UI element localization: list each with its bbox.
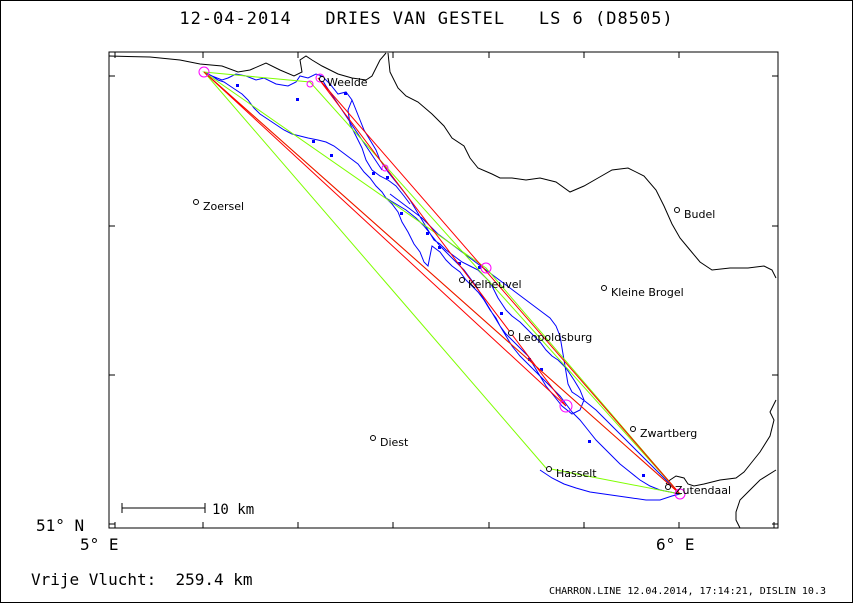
distance-value: 259.4 km <box>175 570 253 589</box>
place-dot-zwartberg <box>630 426 636 432</box>
optimized-route <box>202 71 682 495</box>
place-dot-diest <box>370 435 376 441</box>
place-label-kleine-brogel: Kleine Brogel <box>611 286 684 299</box>
place-dot-kleine-brogel <box>601 285 607 291</box>
place-label-weelde: Weelde <box>327 76 368 89</box>
turnpoint-leopoldsburg-south <box>559 399 573 413</box>
turnpoint-kelheuvel <box>480 262 492 274</box>
place-label-hasselt: Hasselt <box>556 467 597 480</box>
map-area-border <box>108 51 779 529</box>
turnpoint-start <box>198 66 210 78</box>
place-dot-weelde <box>319 76 325 82</box>
task-route <box>203 71 681 495</box>
distance-readout: Vrije Vlucht: 259.4 km <box>31 570 253 589</box>
turnpoint-mid <box>381 164 389 172</box>
turnpoint-zutendaal <box>674 488 686 500</box>
country-border <box>108 52 777 529</box>
footer-info: CHARRON.LINE 12.04.2014, 17:14:21, DISLI… <box>549 586 826 597</box>
distance-label: Vrije Vlucht: <box>31 570 157 589</box>
gps-track <box>203 71 681 501</box>
place-dot-hasselt <box>546 466 552 472</box>
scale-bar <box>121 503 206 513</box>
lat-axis-label: 51° N <box>36 516 84 535</box>
place-dot-budel <box>674 207 680 213</box>
place-dot-zoersel <box>193 199 199 205</box>
place-dot-kelheuvel <box>459 277 465 283</box>
scale-bar-label: 10 km <box>212 502 254 518</box>
axis-ticks <box>109 52 778 528</box>
lon-axis-label-5e: 5° E <box>80 535 119 554</box>
place-label-budel: Budel <box>684 208 715 221</box>
place-label-leopoldsburg: Leopoldsburg <box>518 331 592 344</box>
place-label-zwartberg: Zwartberg <box>640 427 697 440</box>
place-dot-leopoldsburg <box>508 330 514 336</box>
track-markers <box>236 84 645 477</box>
place-label-zutendaal: Zutendaal <box>675 484 731 497</box>
place-label-diest: Diest <box>380 436 409 449</box>
place-label-zoersel: Zoersel <box>203 200 244 213</box>
place-markers: Weelde Zoersel Budel Kelheuvel Kleine Br… <box>193 76 731 497</box>
turnpoints <box>198 66 686 500</box>
lon-axis-label-6e: 6° E <box>656 535 695 554</box>
flight-title: 12-04-2014 DRIES VAN GESTEL LS 6 (D8505) <box>179 9 674 29</box>
turnpoint-weelde-2 <box>306 80 314 88</box>
place-dot-zutendaal <box>665 484 671 490</box>
place-label-kelheuvel: Kelheuvel <box>468 278 522 291</box>
